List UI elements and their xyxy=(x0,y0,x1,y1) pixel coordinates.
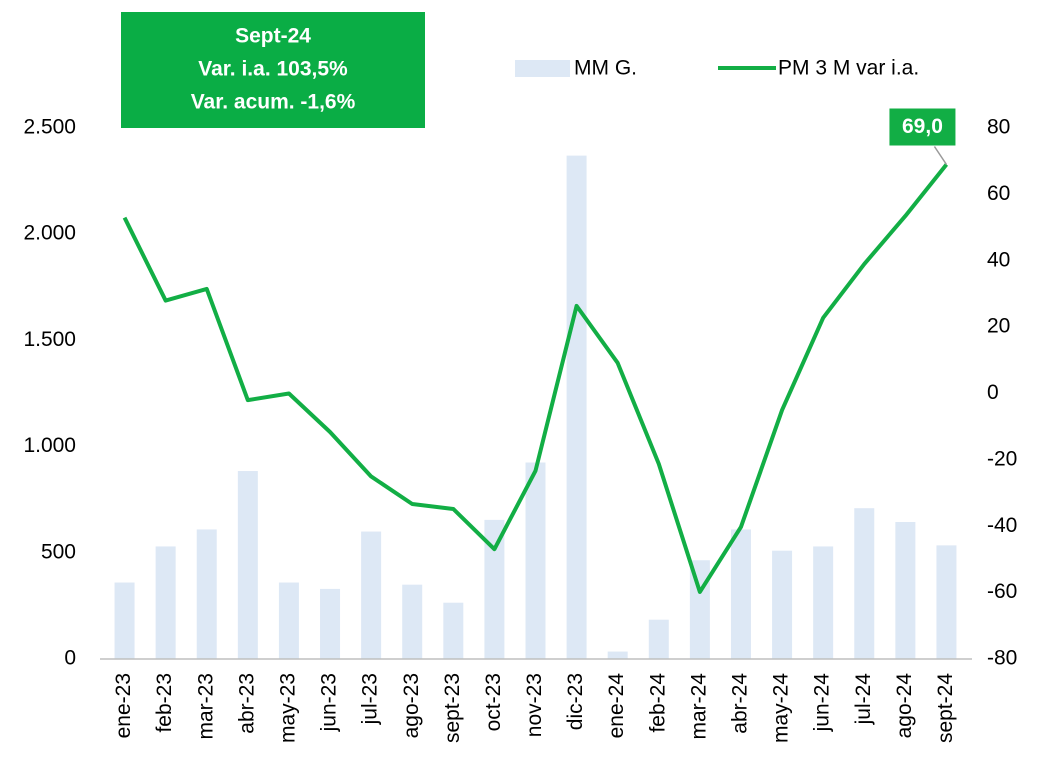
x-tick-label: mar-23 xyxy=(194,673,217,740)
x-tick-label: abr-24 xyxy=(729,673,752,734)
y2-tick-label: 20 xyxy=(987,315,1010,338)
y-tick-label: 0 xyxy=(64,647,76,670)
x-tick-label: abr-23 xyxy=(235,673,258,734)
x-tick-label: sept-23 xyxy=(441,673,464,743)
legend-label: PM 3 M var i.a. xyxy=(778,57,919,80)
y-tick-label: 2.000 xyxy=(23,222,76,245)
bar xyxy=(402,584,423,659)
bar xyxy=(443,602,464,659)
value-label-box xyxy=(889,108,956,146)
bar xyxy=(484,519,505,659)
y2-tick-label: 80 xyxy=(987,116,1010,139)
line xyxy=(122,163,949,594)
y-tick-label: 1.500 xyxy=(23,328,76,351)
x-tick-label: ene-23 xyxy=(112,673,135,738)
x-tick-label: jul-24 xyxy=(852,673,875,726)
x-tick-label: feb-23 xyxy=(153,673,176,733)
y-tick-label: 500 xyxy=(41,540,76,563)
bar xyxy=(648,619,669,659)
bar xyxy=(155,546,176,659)
legend-swatch xyxy=(515,60,570,77)
x-tick-label: may-23 xyxy=(276,673,299,743)
bar xyxy=(196,529,217,659)
annotation-text: Sept-24 xyxy=(235,25,311,48)
x-tick-label: jun-24 xyxy=(811,673,834,733)
y2-tick-label: -80 xyxy=(987,647,1017,670)
label-leader xyxy=(933,146,948,165)
bar xyxy=(320,588,341,659)
y2-tick-label: 40 xyxy=(987,248,1010,271)
y2-tick-label: -60 xyxy=(987,580,1017,603)
x-tick-label: ago-23 xyxy=(400,673,423,738)
x-tick-label: nov-23 xyxy=(523,673,546,737)
bar xyxy=(730,529,751,659)
x-tick-label: mar-24 xyxy=(687,673,710,740)
y-tick-label: 1.000 xyxy=(23,434,76,457)
legend-label: MM G. xyxy=(574,57,637,80)
x-tick-label: dic-23 xyxy=(564,673,587,730)
x-tick-label: ene-24 xyxy=(605,673,628,739)
bar xyxy=(854,508,875,659)
bar xyxy=(772,550,793,659)
bar xyxy=(278,582,299,659)
x-tick-label: jun-23 xyxy=(318,673,341,732)
annotation-box xyxy=(121,12,425,128)
bar xyxy=(237,471,258,659)
y-tick-label: 2.500 xyxy=(23,116,76,139)
bar xyxy=(813,546,834,659)
annotation-text: Var. i.a. 103,5% xyxy=(198,58,348,81)
x-tick-label: oct-23 xyxy=(482,673,505,731)
bar xyxy=(895,522,916,659)
bar xyxy=(566,155,587,659)
y2-tick-label: -40 xyxy=(987,514,1017,537)
bar xyxy=(607,651,628,659)
bar xyxy=(936,545,957,659)
x-tick-label: sept-24 xyxy=(934,673,957,743)
y2-tick-label: 0 xyxy=(987,381,999,404)
y2-tick-label: 60 xyxy=(987,182,1010,205)
x-tick-label: ago-24 xyxy=(893,673,916,739)
bar xyxy=(114,582,135,659)
annotation-text: Var. acum. -1,6% xyxy=(191,91,356,114)
y2-tick-label: -20 xyxy=(987,447,1017,470)
bar xyxy=(361,531,382,659)
x-tick-label: may-24 xyxy=(770,673,793,743)
x-tick-label: feb-24 xyxy=(646,673,669,733)
x-tick-label: jul-23 xyxy=(359,673,382,725)
value-label: 69,0 xyxy=(902,115,943,138)
bar xyxy=(525,462,546,659)
